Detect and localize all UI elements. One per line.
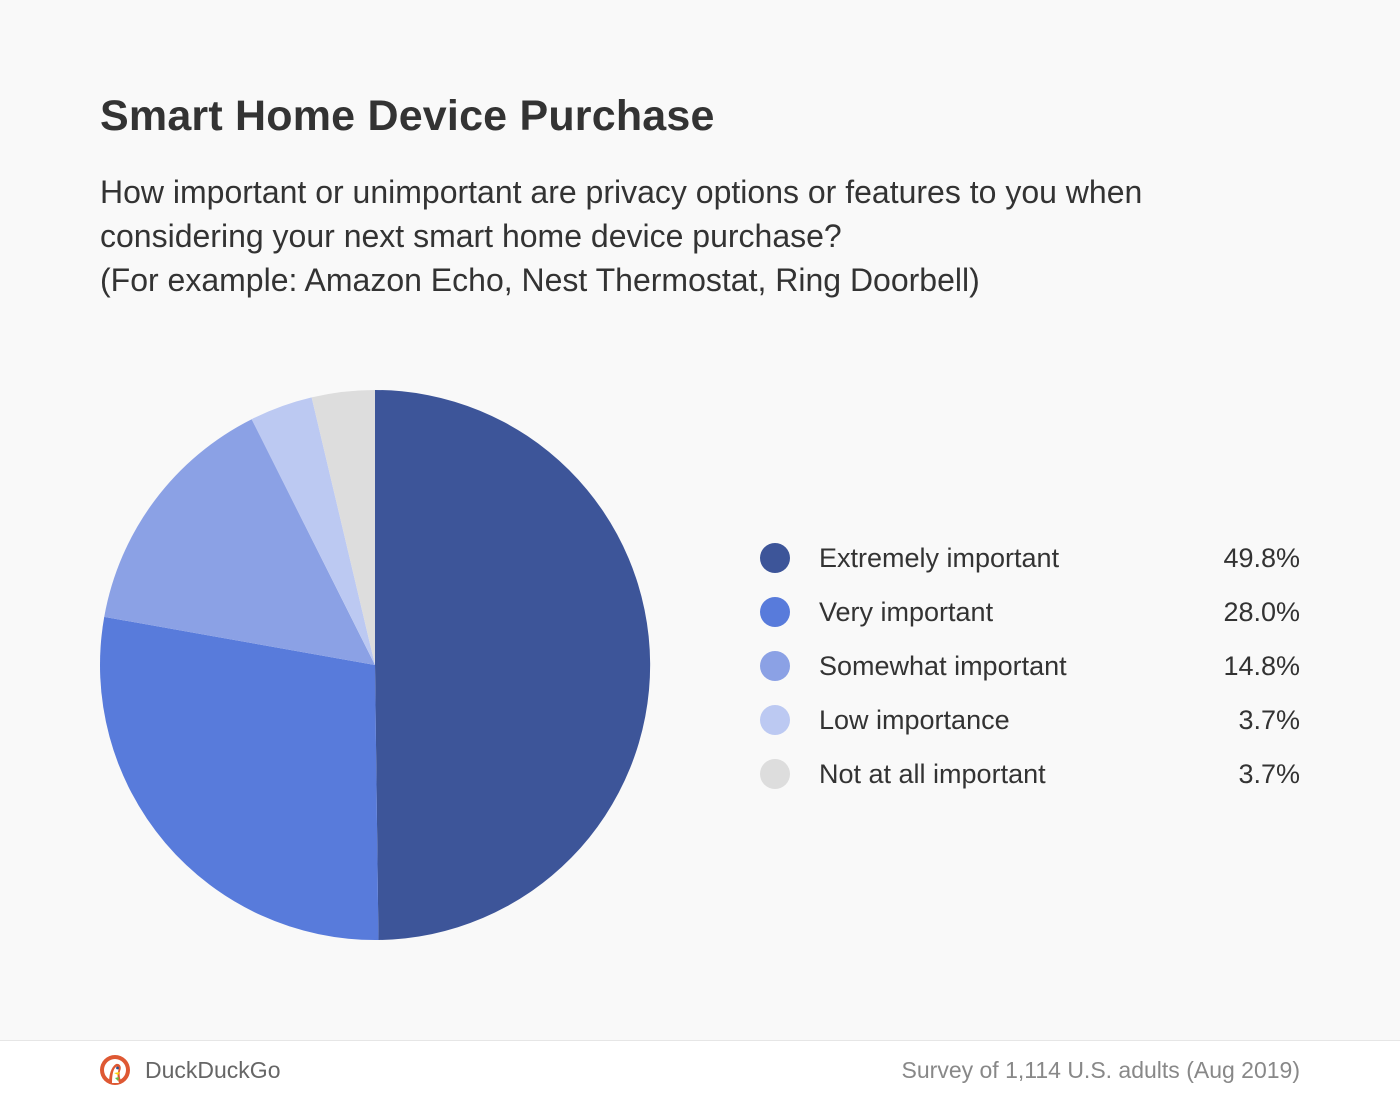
legend-swatch-icon — [760, 597, 790, 627]
subtitle-line: How important or unimportant are privacy… — [100, 174, 1143, 210]
chart-legend: Extremely important 49.8% Very important 28… — [760, 531, 1300, 801]
chart-subtitle: How important or unimportant are privacy… — [100, 170, 1320, 302]
pie-slice-not-at-all-important — [311, 390, 375, 665]
brand-name: DuckDuckGo — [145, 1057, 281, 1083]
pie-slice-somewhat-important — [104, 419, 376, 665]
pie-slice-low-importance — [251, 397, 375, 665]
legend-item: Somewhat important 14.8% — [760, 639, 1300, 693]
subtitle-line: (For example: Amazon Echo, Nest Thermost… — [100, 262, 980, 298]
legend-label: Not at all important — [819, 758, 1046, 789]
chart-title: Smart Home Device Purchase — [100, 92, 715, 140]
legend-swatch-icon — [760, 759, 790, 789]
legend-item: Low importance 3.7% — [760, 693, 1300, 747]
footer: DuckDuckGo Survey of 1,114 U.S. adults (… — [0, 1040, 1400, 1101]
legend-label: Somewhat important — [819, 650, 1067, 681]
source-note: Survey of 1,114 U.S. adults (Aug 2019) — [901, 1057, 1300, 1083]
pie-slice-extremely-important — [375, 389, 651, 940]
legend-label: Very important — [819, 596, 994, 627]
subtitle-line: considering your next smart home device … — [100, 218, 842, 254]
legend-item: Not at all important 3.7% — [760, 747, 1300, 801]
legend-label: Extremely important — [819, 542, 1060, 573]
legend-label: Low importance — [819, 704, 1010, 735]
legend-item: Very important 28.0% — [760, 585, 1300, 639]
legend-value: 28.0% — [1223, 596, 1300, 627]
legend-swatch-icon — [760, 543, 790, 573]
legend-value: 14.8% — [1223, 650, 1300, 681]
duckduckgo-logo-icon — [100, 1055, 130, 1085]
legend-swatch-icon — [760, 705, 790, 735]
legend-value: 3.7% — [1238, 704, 1300, 735]
pie-chart — [99, 389, 651, 941]
legend-value: 3.7% — [1238, 758, 1300, 789]
pie-slice-very-important — [99, 616, 379, 941]
legend-value: 49.8% — [1223, 542, 1300, 573]
legend-swatch-icon — [760, 651, 790, 681]
legend-item: Extremely important 49.8% — [760, 531, 1300, 585]
